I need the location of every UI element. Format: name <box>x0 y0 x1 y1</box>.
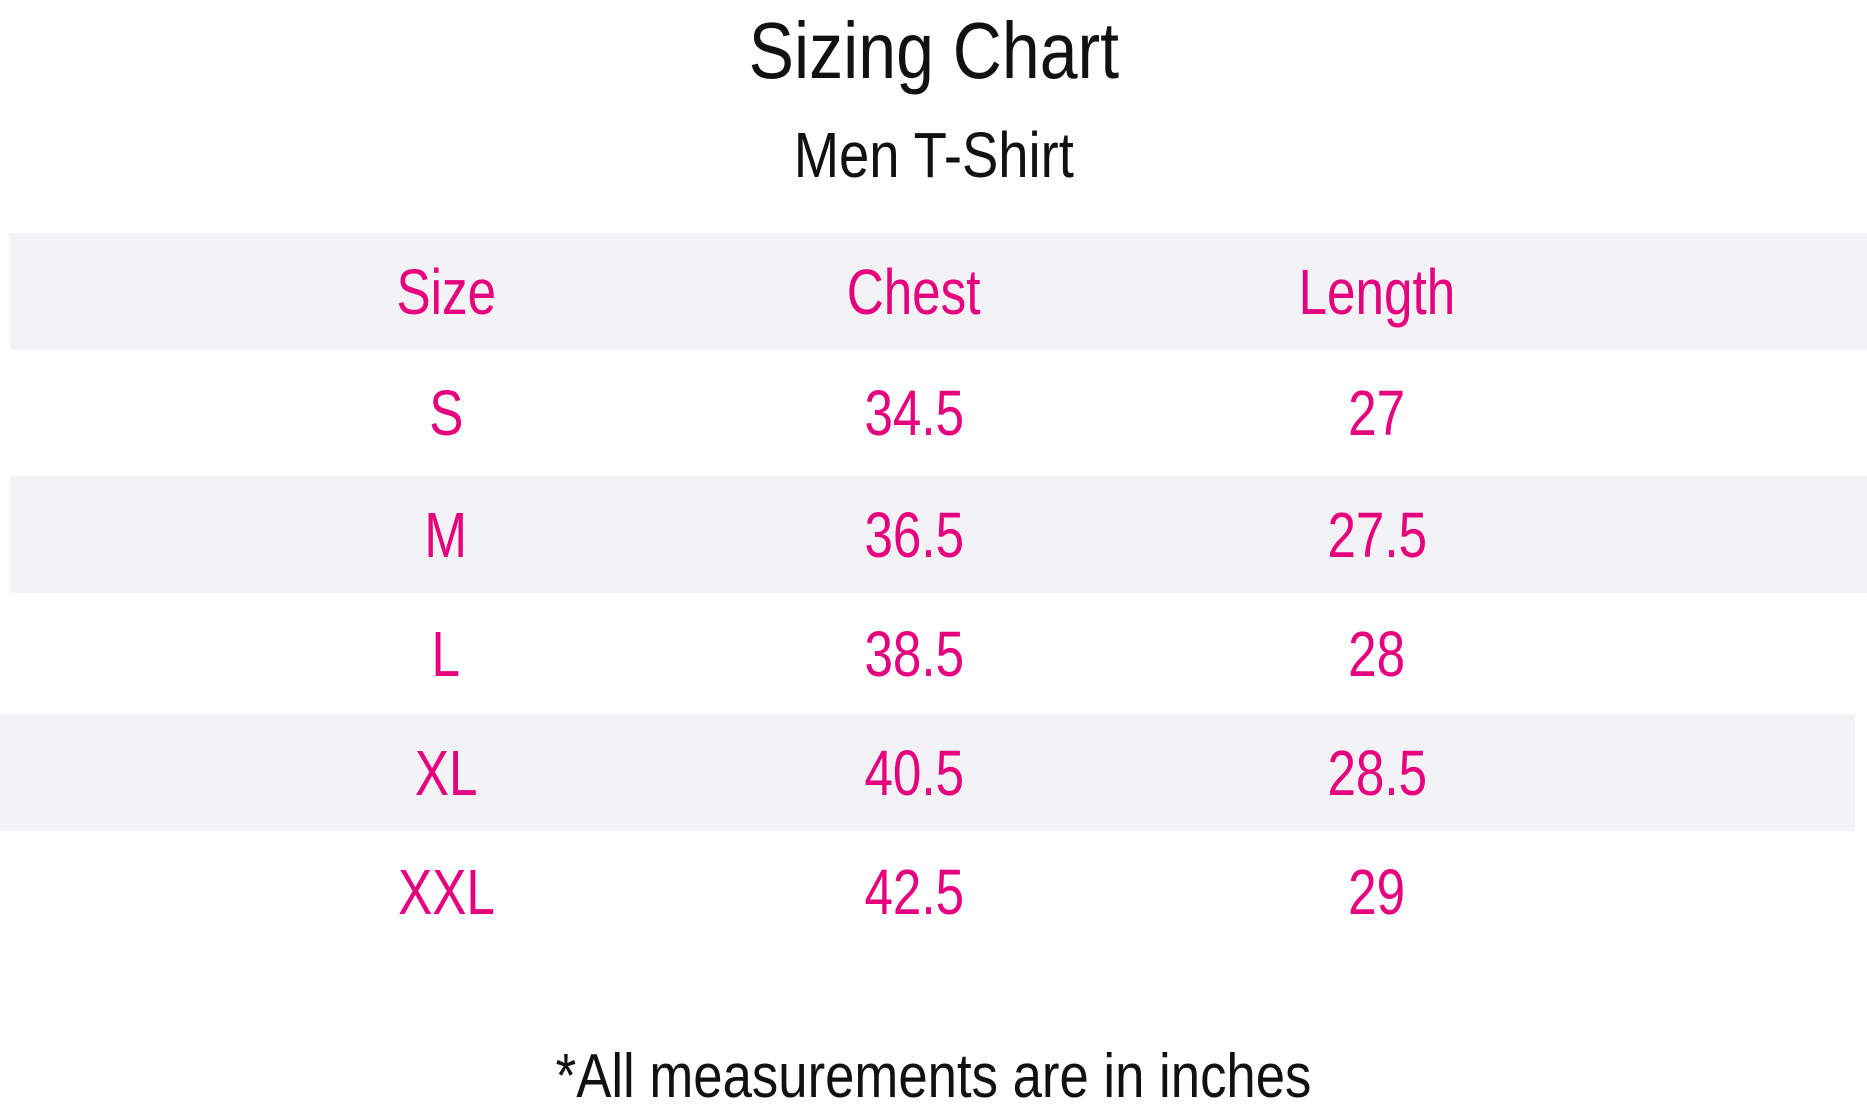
cell-size: L <box>431 617 461 690</box>
cell-chest: 40.5 <box>864 736 964 809</box>
cell-length: 28.5 <box>1327 736 1427 809</box>
cell-length: 27.5 <box>1327 498 1427 571</box>
cell-chest: 38.5 <box>864 617 964 690</box>
cell-size: M <box>424 498 468 571</box>
cell-length: 28 <box>1348 617 1406 690</box>
table-row: XXL 42.5 29 <box>0 831 1867 952</box>
footnote: *All measurements are in inches <box>0 1040 1867 1114</box>
subtitle-text: Men T-Shirt <box>793 119 1074 191</box>
table-header-row: Size Chest Length <box>10 233 1867 350</box>
header-size: Size <box>396 255 496 328</box>
cell-size: S <box>428 377 464 449</box>
table-row: S 34.5 27 <box>0 350 1867 476</box>
header-chest: Chest <box>847 255 981 328</box>
page-title: Sizing Chart <box>0 6 1867 96</box>
table-row: M 36.5 27.5 <box>10 476 1867 593</box>
cell-size: XL <box>414 736 478 809</box>
cell-chest: 42.5 <box>864 855 964 928</box>
page-subtitle: Men T-Shirt <box>0 118 1867 192</box>
cell-chest: 36.5 <box>864 498 964 571</box>
cell-length: 27 <box>1348 377 1406 449</box>
cell-size: XXL <box>397 855 495 928</box>
footnote-text: *All measurements are in inches <box>555 1042 1312 1111</box>
table-row: L 38.5 28 <box>0 593 1867 714</box>
title-text: Sizing Chart <box>748 6 1119 95</box>
header-length: Length <box>1298 255 1456 328</box>
cell-length: 29 <box>1348 855 1406 928</box>
table-row: XL 40.5 28.5 <box>0 714 1855 831</box>
cell-chest: 34.5 <box>864 377 964 449</box>
